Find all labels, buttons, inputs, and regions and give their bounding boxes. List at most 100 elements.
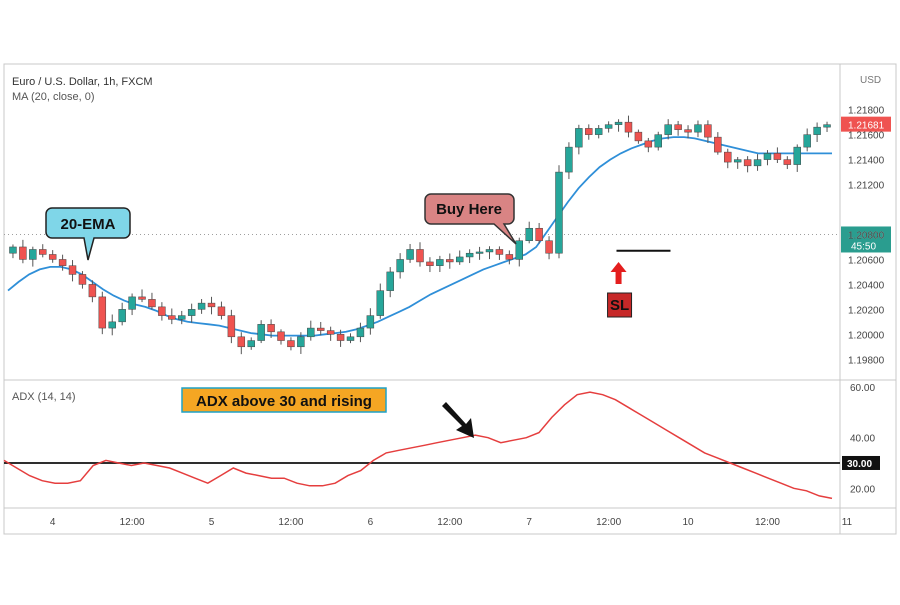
candle-down (267, 324, 275, 333)
time-tick-label: 4 (50, 517, 56, 528)
candle-down (19, 246, 27, 260)
candle-down (783, 159, 792, 165)
candle-down (416, 249, 424, 263)
candle-down (316, 327, 325, 331)
candle-down (773, 153, 782, 160)
candle-up (813, 126, 821, 135)
candle-up (575, 128, 583, 148)
candle-up (465, 252, 474, 258)
time-tick-label: 5 (209, 517, 215, 528)
price-tick-label: 1.20000 (848, 330, 885, 341)
candle-up (555, 171, 563, 254)
candle-up (664, 124, 672, 135)
countdown-label: 45:50 (851, 241, 876, 252)
candle-down (78, 274, 87, 285)
candle-up (753, 159, 762, 167)
candle-down (585, 128, 593, 135)
candle-up (376, 290, 385, 316)
chart-frame (3, 63, 897, 535)
adx-line (3, 391, 833, 500)
candle-up (386, 271, 394, 291)
candle-down (98, 296, 107, 329)
candle-down (168, 315, 176, 320)
candle-up (257, 324, 265, 341)
candle-down (714, 136, 722, 153)
candle-up (29, 249, 37, 260)
candle-down (148, 299, 156, 308)
sl-arrow (610, 262, 627, 284)
buy-callout-box (424, 193, 517, 245)
candle-up (346, 336, 355, 341)
candle-down (58, 259, 67, 266)
candle-down (535, 227, 543, 241)
candle-down (624, 121, 633, 133)
candle-up (455, 256, 464, 263)
current-price-badge (841, 226, 891, 253)
price-tick-label: 1.19800 (848, 355, 885, 366)
candle-up (247, 340, 255, 348)
adx-callout-box (181, 387, 387, 413)
buy-callout-label: Buy Here (436, 201, 502, 218)
candle-down (237, 336, 246, 348)
candle-up (475, 251, 484, 254)
time-tick-label: 7 (526, 517, 532, 528)
candle-up (356, 327, 365, 338)
annotations: 20-EMA Buy Here SL ADX above 30 and rising (45, 193, 671, 438)
candle-up (9, 246, 17, 254)
candle-up (565, 146, 573, 173)
candle-down (724, 151, 732, 163)
candle-down (68, 265, 77, 275)
candle-up (485, 249, 494, 253)
sl-box (607, 292, 633, 318)
candle-up (733, 159, 742, 163)
candle-down (138, 296, 146, 300)
candle-down (644, 140, 653, 148)
adx-tick-label: 20.00 (850, 484, 875, 495)
candle-down (426, 261, 434, 266)
candle-down (704, 124, 712, 138)
candle-up (614, 121, 623, 125)
candle-up (396, 259, 404, 273)
time-tick-label: 12:00 (755, 517, 780, 528)
price-tick-label: 1.21800 (848, 106, 885, 117)
current-price-label: 1.20800 (848, 230, 885, 241)
candle-down (48, 254, 57, 260)
candle-up (763, 153, 772, 160)
candle-up (366, 315, 375, 329)
ma-layer (7, 136, 832, 337)
candles (9, 115, 831, 355)
candle-up (823, 124, 831, 128)
currency-label: USD (860, 75, 881, 86)
time-tick-label: 12:00 (120, 517, 145, 528)
candle-down (207, 302, 216, 308)
ema-callout-box (45, 207, 131, 261)
adx-threshold-badge (842, 455, 880, 470)
candle-down (277, 331, 285, 341)
candle-down (446, 259, 454, 263)
candle-down (505, 254, 514, 260)
candle-up (594, 128, 603, 135)
candle-down (88, 284, 97, 298)
time-tick-label: 10 (682, 517, 694, 528)
candle-up (694, 124, 702, 133)
candle-up (307, 327, 315, 338)
time-tick-label: 12:00 (278, 517, 303, 528)
candle-up (793, 146, 801, 165)
candle-up (803, 134, 811, 148)
candle-up (604, 124, 613, 129)
time-tick-label: 12:00 (437, 517, 462, 528)
adx-callout-label: ADX above 30 and rising (196, 393, 372, 410)
adx-layer: 60.00 40.00 20.00 30.00 (3, 383, 880, 500)
last-price-label: 1.21681 (848, 121, 885, 132)
candle-up (654, 134, 662, 148)
candle-down (634, 131, 643, 142)
time-tick-label: 6 (368, 517, 374, 528)
candle-down (326, 330, 335, 335)
chart-legend-indicator: MA (20, close, 0) (12, 91, 95, 103)
adx-threshold-label: 30.00 (847, 459, 872, 470)
candle-down (227, 315, 236, 338)
candle-up (197, 302, 206, 310)
price-tick-label: 1.21200 (848, 181, 885, 192)
